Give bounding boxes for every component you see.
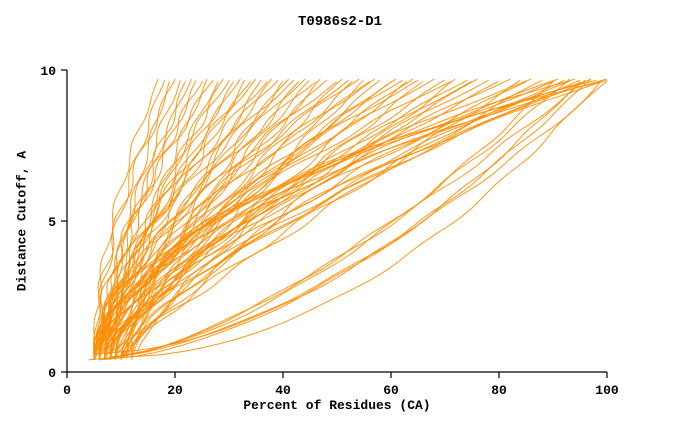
model-curve [93,78,176,356]
model-curve [104,79,521,356]
y-tick-label: 0 [48,366,56,381]
axes [66,70,607,373]
model-curve [88,81,554,361]
model-curve [98,81,370,356]
model-curve [93,78,607,357]
model-curve [104,79,381,361]
y-tick-label: 10 [40,64,56,79]
model-curve [104,81,317,354]
chart-title: T0986s2-D1 [297,14,382,30]
model-curve [98,81,554,357]
model-curve [98,81,452,360]
x-tick-label: 80 [491,383,507,398]
model-curve [98,81,235,354]
model-curve [131,81,569,360]
x-tick-label: 20 [167,383,183,398]
model-curve [98,78,306,357]
model-curve [115,79,403,356]
model-curve [104,79,468,357]
model-curve [115,79,445,355]
x-axis-label: Percent of Residues (CA) [243,398,431,413]
model-curve [131,79,608,356]
model-curve [104,81,283,356]
model-curve [110,81,608,358]
x-tick-label: 40 [275,383,291,398]
model-curve [120,79,581,358]
model-curve [93,78,397,358]
model-curve [104,79,603,359]
model-curve [120,79,543,359]
model-curve [98,81,586,356]
model-curve [93,78,576,359]
x-tick-label: 60 [383,383,399,398]
model-curve [136,78,592,354]
y-tick-label: 5 [48,215,56,230]
model-curve [125,81,603,359]
model-curve [93,79,295,360]
model-curve [99,78,592,361]
model-curve [104,79,565,355]
model-curve [93,81,268,360]
model-curve [120,78,456,359]
x-tick-label: 0 [63,383,71,398]
model-curve [104,79,596,360]
model-curve [131,79,586,355]
model-curve [93,78,159,360]
x-tick-label: 100 [595,383,619,398]
